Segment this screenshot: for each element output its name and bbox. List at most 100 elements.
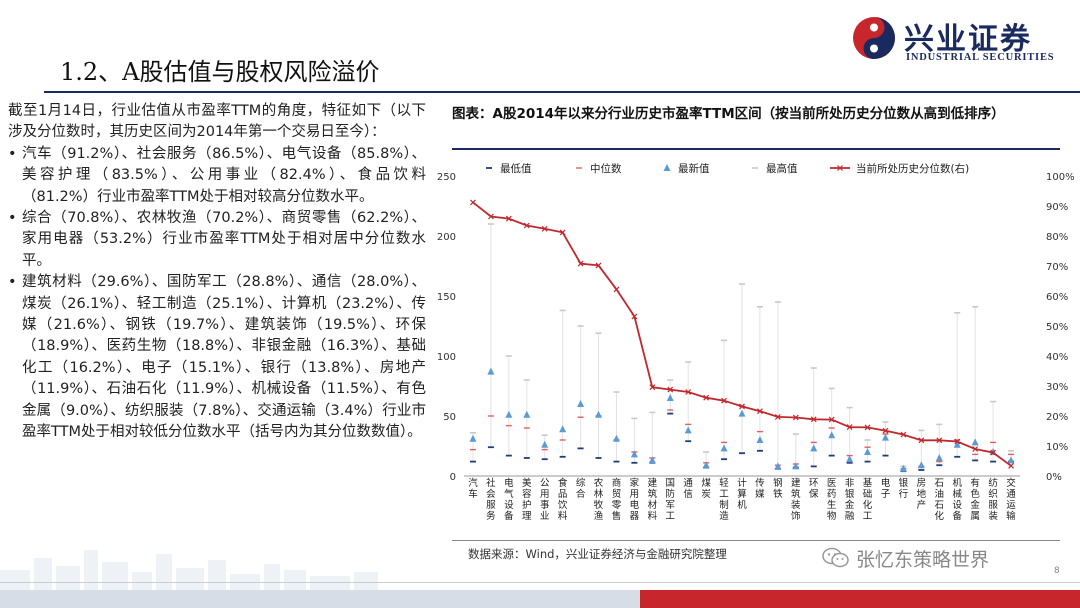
y-right-tick-label: 100% (1046, 172, 1074, 183)
percentile-point (470, 199, 476, 206)
percentile-point (936, 437, 943, 444)
legend-label: 最高值 (766, 162, 798, 175)
wechat-icon (822, 547, 849, 568)
y-right-tick-label: 40% (1046, 352, 1068, 363)
x-tick-label: 通信 (683, 478, 693, 500)
percentile-point (613, 286, 620, 293)
latest-mark (864, 448, 872, 455)
bullet-mid: 综合（70.8%）、农林牧渔（70.2%）、商贸零售（62.2%）、家用电器（5… (8, 208, 426, 272)
latest-mark (846, 455, 854, 463)
x-tick-label: 农林牧渔 (594, 477, 604, 522)
x-tick-label: 综合 (576, 477, 586, 500)
skyline-decoration (0, 550, 378, 590)
latest-mark (774, 462, 782, 470)
logo-text-en: INDUSTRIAL SECURITIES (906, 52, 1055, 63)
x-tick-label: 建筑材料 (648, 477, 658, 522)
chart-title-divider (452, 148, 1060, 150)
page-number: 8 (1054, 566, 1060, 576)
percentile-point (631, 313, 638, 320)
latest-mark (523, 410, 531, 418)
x-tick-label: 非银金融 (845, 477, 855, 522)
percentile-point (954, 438, 961, 445)
footer-line (0, 582, 1080, 583)
percentile-point (882, 427, 889, 434)
commentary-text: 截至1月14日，行业估值从市盈率TTM的角度，特征如下（以下涉及分位数时，其历史… (8, 101, 426, 444)
latest-mark (935, 454, 943, 461)
latest-mark (559, 425, 567, 433)
x-tick-label: 传媒 (755, 477, 765, 500)
percentile-point (667, 386, 674, 393)
latest-mark (881, 433, 889, 441)
percentile-point (505, 215, 512, 222)
x-tick-label: 食品饮料 (558, 477, 568, 522)
logo-text-cn: 兴业证券 (904, 22, 1032, 57)
latest-mark (792, 462, 800, 470)
percentile-point (846, 424, 853, 431)
page-title: 1.2、A股估值与股权风险溢价 (60, 58, 380, 86)
chart-title: 图表：A股2014年以来分行业历史市盈率TTM区间（按当前所处历史分位数从高到低… (452, 106, 1005, 122)
x-tick-label: 有色金属 (970, 477, 980, 522)
title-divider (44, 91, 1080, 93)
y-left-tick-label: 50 (443, 412, 456, 423)
percentile-point (703, 394, 710, 401)
x-tick-label: 美容护理 (522, 477, 532, 522)
percentile-point (864, 424, 871, 431)
y-right-tick-label: 0% (1046, 472, 1062, 483)
x-tick-label: 家用电器 (630, 477, 640, 522)
latest-mark (971, 438, 979, 446)
y-right-tick-label: 10% (1046, 442, 1068, 453)
x-tick-label: 建筑装饰 (791, 477, 801, 522)
percentile-point (649, 384, 656, 391)
legend-label: 最新值 (678, 162, 710, 175)
percentile-point (487, 213, 494, 220)
percentile-point (523, 222, 530, 229)
x-tick-label: 钢铁 (773, 477, 783, 500)
latest-mark (541, 440, 549, 448)
latest-mark (595, 410, 603, 418)
percentile-point (757, 408, 763, 415)
x-tick-label: 基础化工 (863, 477, 873, 522)
percentile-point (900, 431, 907, 438)
latest-mark (1007, 456, 1015, 464)
watermark-text: 张忆东策略世界 (856, 549, 990, 571)
percentile-point (721, 397, 727, 404)
bullet-low: 建筑材料（29.6%）、国防军工（28.8%）、通信（28.0%）、煤炭（26.… (8, 272, 426, 443)
x-tick-label: 银行 (899, 477, 909, 500)
percentile-point (972, 446, 979, 452)
x-tick-label: 石油石化 (935, 478, 945, 522)
y-left-tick-label: 100 (437, 352, 456, 363)
x-tick-label: 纺织服装 (988, 477, 998, 522)
x-tick-label: 计算机 (737, 477, 747, 511)
x-tick-label: 商贸零售 (612, 477, 622, 522)
latest-mark (953, 440, 961, 448)
y-left-tick-label: 150 (437, 292, 456, 303)
legend-label: 最低值 (500, 162, 532, 175)
bullet-list: 汽车（91.2%）、社会服务（86.5%）、电气设备（85.8%）、美容护理（8… (8, 144, 426, 444)
latest-mark (756, 436, 764, 443)
y-right-tick-label: 20% (1046, 412, 1068, 423)
latest-mark (577, 400, 585, 407)
percentile-point (577, 260, 584, 267)
y-left-tick-label: 200 (437, 232, 456, 243)
latest-mark (505, 410, 513, 418)
percentile-point (739, 403, 745, 410)
percentile-point (990, 449, 997, 456)
y-left-tick-label: 250 (437, 172, 456, 183)
latest-mark (917, 461, 925, 469)
legend-percentile-marker (837, 165, 843, 171)
y-right-tick-label: 50% (1046, 322, 1068, 333)
x-tick-label: 机械设备 (952, 477, 962, 522)
latest-mark (828, 431, 836, 439)
y-right-tick-label: 30% (1046, 382, 1068, 393)
percentile-point (541, 225, 548, 232)
latest-mark (630, 450, 638, 458)
latest-mark (648, 456, 656, 464)
valuation-chart: 0 50 100 150 200 250 0% 10% 20% 30% 40% 50% 60% 70% 80… (437, 162, 1074, 522)
percentile-point (918, 437, 925, 444)
percentile-point (810, 416, 817, 423)
x-tick-label: 交通运输 (1006, 477, 1016, 522)
legend-latest-swatch (663, 164, 671, 171)
y-right-tick-label: 90% (1046, 202, 1068, 213)
x-tick-label: 电子 (881, 477, 891, 500)
latest-mark (469, 434, 477, 442)
